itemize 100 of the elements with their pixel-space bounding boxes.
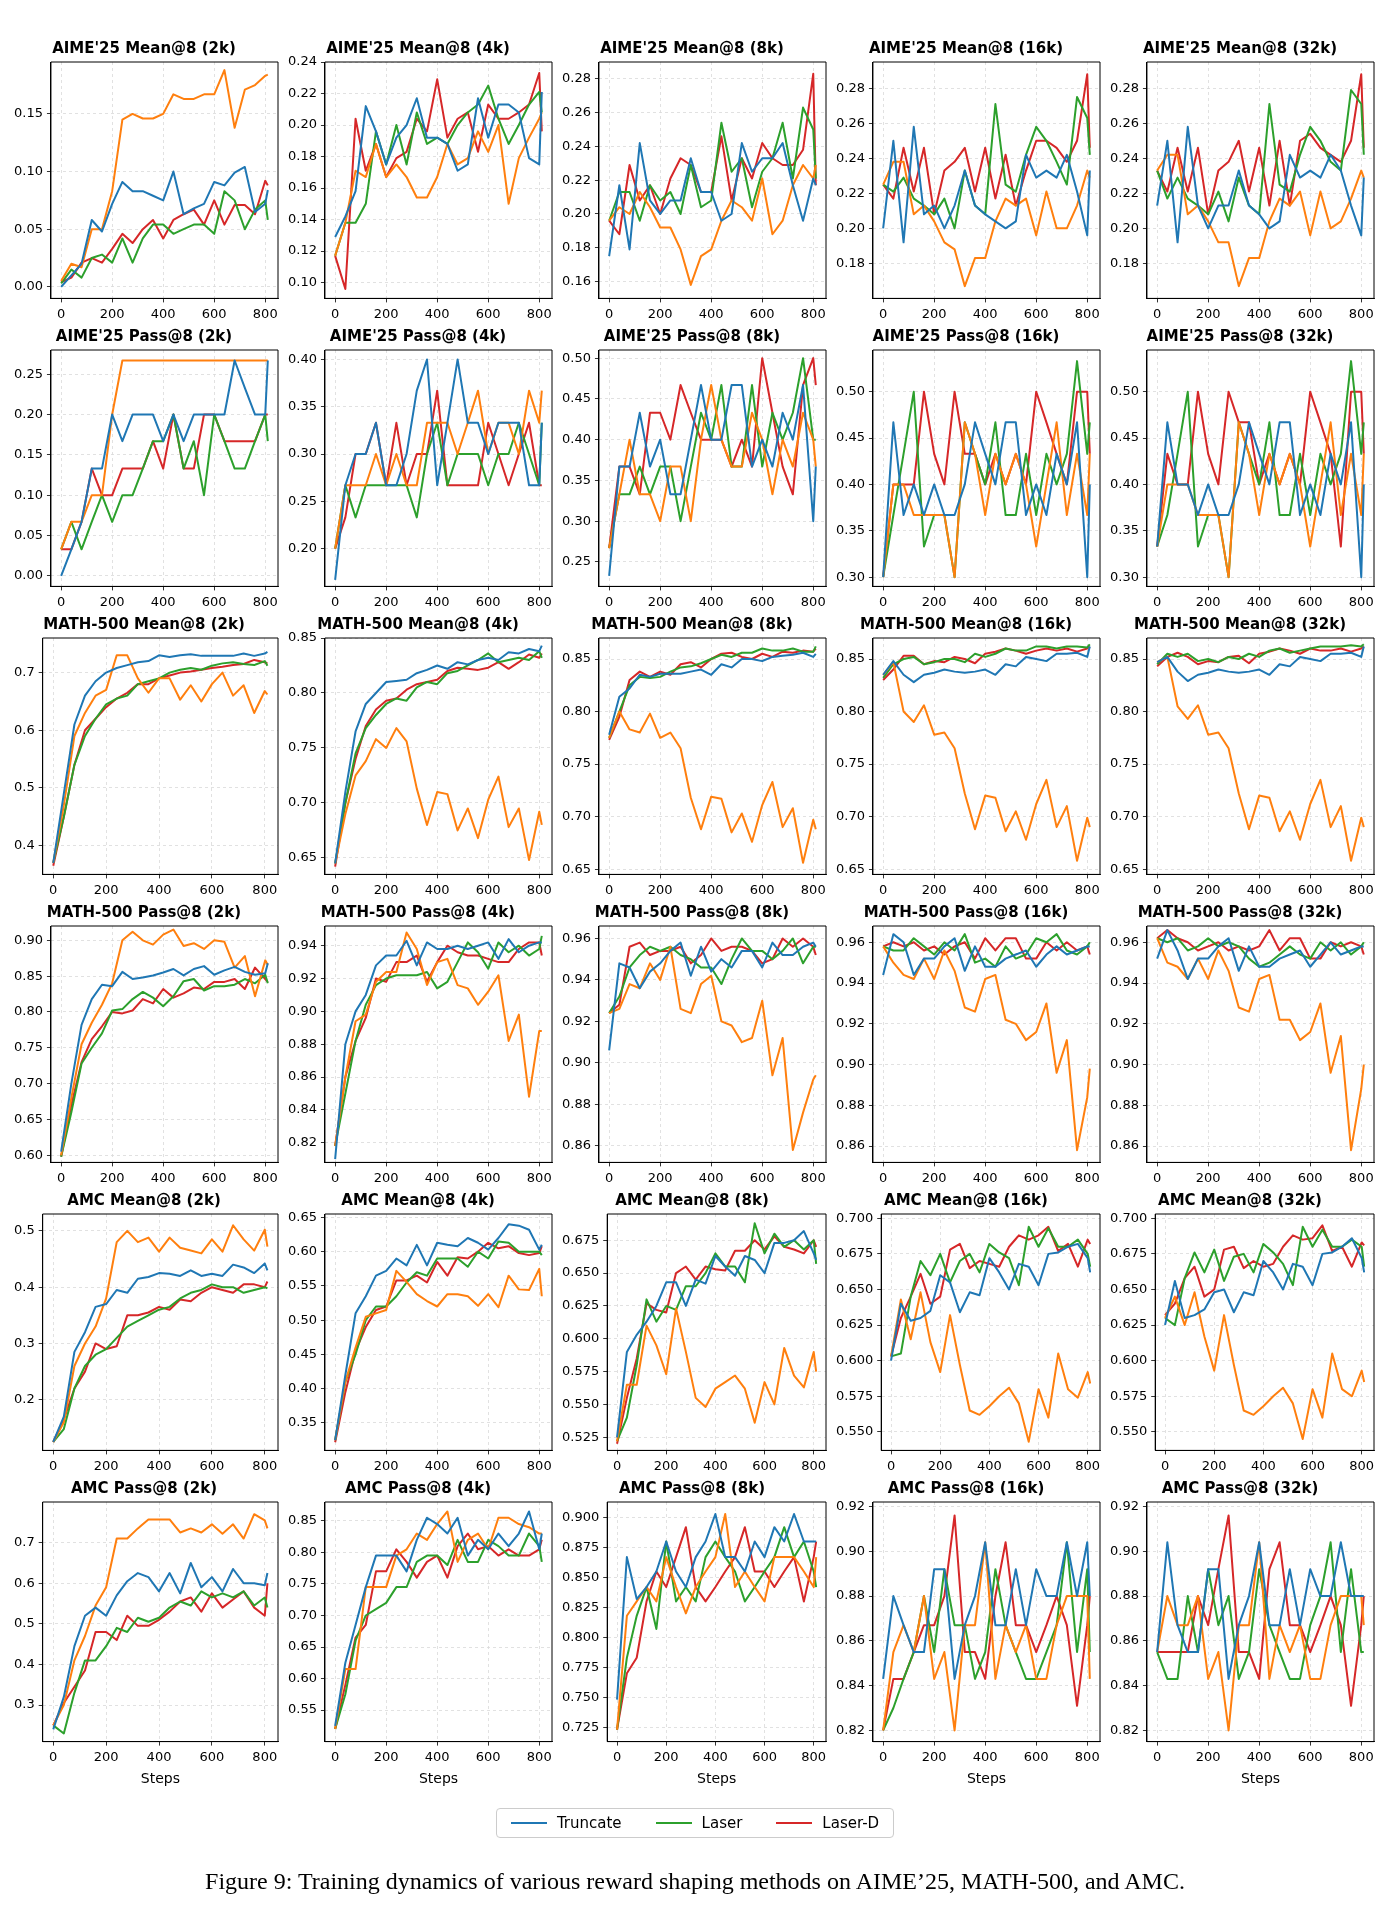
x-tick-label: 200 [647,1169,673,1185]
y-tick-label: 0.18 [835,254,865,270]
y-tick-label: 0.92 [1109,1015,1139,1031]
y-tick-label: 0.625 [836,1316,874,1332]
x-tick-label: 400 [146,881,172,897]
y-tick-label: 0.20 [287,539,317,555]
y-tick-label: 0.70 [287,1606,317,1622]
y-tick-label: 0.85 [835,650,865,666]
x-tick-label: 600 [1023,881,1049,897]
y-tick-label: 0.7 [13,1533,35,1549]
y-tick-label: 0.900 [562,1508,600,1524]
y-tick-label: 0.84 [287,1101,317,1117]
y-tick-label: 0.575 [1110,1387,1148,1403]
x-tick-label: 0 [331,881,340,897]
y-tick-label: 0.22 [561,171,591,187]
y-tick-label: 0.90 [287,1002,317,1018]
x-tick-label: 800 [526,1169,552,1185]
y-tick-label: 0.50 [835,383,865,399]
y-tick-label: 0.725 [562,1718,600,1734]
x-tick-label: 200 [1195,305,1221,321]
x-tick-label: 400 [424,305,450,321]
x-axis-title: Steps [966,1770,1007,1787]
x-tick-label: 0 [331,1457,340,1473]
y-tick-label: 0.75 [287,739,317,755]
y-tick-label: 0.85 [561,650,591,666]
x-tick-label: 200 [647,593,673,609]
y-tick-label: 0.45 [561,390,591,406]
y-tick-label: 0.24 [835,149,865,165]
x-tick-label: 800 [1074,881,1100,897]
y-tick-label: 0.94 [835,974,865,990]
y-tick-label: 0.86 [287,1068,317,1084]
x-axis-title: Steps [140,1770,180,1787]
x-tick-label: 600 [475,1457,501,1473]
x-tick-label: 0 [1153,1748,1162,1764]
x-tick-label: 0 [1160,1457,1170,1473]
x-tick-label: 0 [879,1748,888,1764]
x-tick-label: 400 [1246,305,1272,321]
x-tick-label: 200 [647,305,673,321]
y-tick-label: 0.90 [561,1054,591,1070]
y-tick-label: 0.80 [13,1003,43,1019]
chart-title: AMC Pass@8 (8k) [618,1478,766,1497]
x-tick-label: 600 [749,593,775,609]
y-tick-label: 0.5 [13,1615,35,1631]
y-tick-label: 0.30 [835,568,865,584]
chart-title: MATH-500 Pass@8 (4k) [320,902,516,921]
y-tick-label: 0.60 [287,1243,317,1259]
y-tick-label: 0.26 [835,114,865,130]
x-tick-label: 400 [1250,1457,1276,1473]
y-tick-label: 0.25 [561,553,591,569]
x-tick-label: 600 [749,1169,775,1185]
x-tick-label: 600 [1297,593,1323,609]
x-tick-label: 200 [93,1748,119,1764]
y-tick-label: 0.94 [561,971,591,987]
x-tick-label: 800 [800,593,826,609]
y-tick-label: 0.65 [561,860,591,876]
x-tick-label: 600 [752,1748,777,1764]
y-tick-label: 0.70 [13,1074,43,1090]
y-tick-label: 0.75 [561,755,591,771]
x-tick-label: 0 [879,593,888,609]
y-tick-label: 0.25 [13,365,43,381]
x-axis-title: Steps [418,1770,459,1787]
y-tick-label: 0.600 [562,1330,600,1346]
y-tick-label: 0.80 [561,702,591,718]
y-tick-label: 0.65 [287,849,317,865]
x-tick-label: 800 [1348,1748,1374,1764]
chart-title: MATH-500 Pass@8 (32k) [1137,902,1343,921]
y-tick-label: 0.90 [835,1542,865,1558]
y-tick-label: 0.40 [835,475,865,491]
y-tick-label: 0.28 [835,79,865,95]
x-tick-label: 400 [1246,1169,1272,1185]
y-tick-label: 0.26 [561,104,591,120]
y-tick-label: 0.775 [562,1658,600,1674]
y-tick-label: 0.94 [287,937,317,953]
chart-title: AMC Mean@8 (8k) [615,1190,769,1209]
chart-title: AMC Mean@8 (4k) [341,1190,495,1209]
y-tick-label: 0.70 [835,807,865,823]
x-tick-label: 600 [1026,1457,1051,1473]
y-tick-label: 0.24 [1109,149,1139,165]
y-tick-label: 0.65 [1109,860,1139,876]
x-tick-label: 400 [972,1748,998,1764]
y-tick-label: 0.30 [287,445,317,461]
x-tick-label: 800 [526,1457,552,1473]
y-tick-label: 0.65 [287,1208,317,1224]
y-tick-label: 0.55 [287,1701,317,1717]
chart-title: AIME'25 Mean@8 (8k) [600,38,784,57]
y-tick-label: 0.65 [287,1638,317,1654]
x-tick-label: 800 [801,1748,827,1764]
x-tick-label: 800 [800,1169,826,1185]
x-tick-label: 0 [879,1169,888,1185]
x-tick-label: 400 [424,593,450,609]
x-tick-label: 200 [921,305,947,321]
x-tick-label: 200 [653,1748,679,1764]
y-tick-label: 0.82 [1109,1721,1139,1737]
y-tick-label: 0.80 [287,1543,317,1559]
y-tick-label: 0.85 [1109,650,1139,666]
x-tick-label: 200 [93,1457,119,1473]
x-tick-label: 600 [1297,305,1323,321]
y-tick-label: 0.70 [561,807,591,823]
y-tick-label: 0.55 [287,1277,317,1293]
x-tick-label: 600 [201,1169,227,1185]
